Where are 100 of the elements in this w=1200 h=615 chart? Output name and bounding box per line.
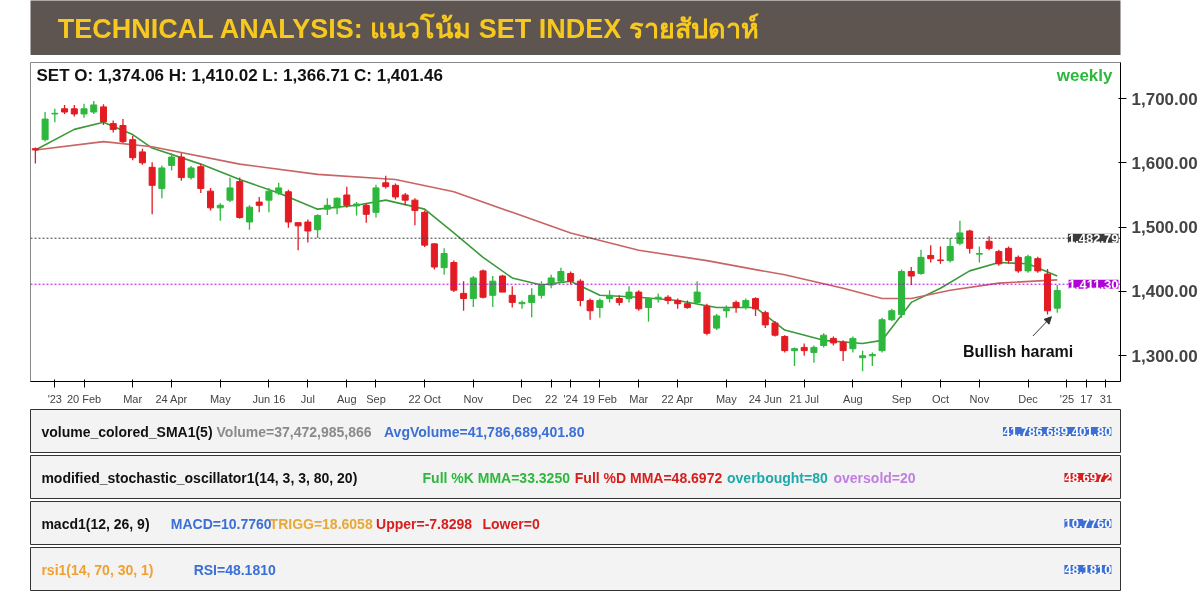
candlestick [1053,284,1061,314]
text: volume_colored_SMA1(5) [41,423,213,440]
candlestick [635,289,643,312]
candlestick [644,296,653,323]
x-tick-label: 17 [1080,392,1093,405]
x-tick-label: 22 Apr [661,392,694,405]
candlestick [956,220,964,246]
x-tick-label: Sep [366,392,386,405]
text: TRIGG=18.6058 [269,515,373,532]
candlestick [411,197,419,226]
candlestick [790,346,798,367]
candlestick [158,164,166,199]
y-tick-label: 1,300.00 [1131,346,1198,366]
candlestick [314,213,322,239]
text: Volume=37,472,985,866 [216,423,372,440]
text: overbought=80 [727,469,828,486]
x-tick-label: Dec [512,392,533,405]
x-tick-label: Aug [337,392,357,405]
candlestick [226,176,234,203]
candlestick [810,344,818,364]
candlestick [576,278,584,307]
candlestick [693,280,701,305]
text: rsi1(14, 70, 30, 1) [41,561,154,578]
y-tick-label: 1,500.00 [1131,218,1198,238]
x-tick-label: Mar [629,392,649,405]
candlestick [907,266,915,286]
candlestick [586,297,594,321]
x-tick-label: '23 [47,392,63,405]
text: 48.6972 [1064,470,1112,485]
candlestick [177,152,185,182]
chart-title: TECHNICAL ANALYSIS: แนวโน้ม SET INDEX รายสัปดาห์ [57,11,759,44]
x-tick-label: 21 Jul [789,392,819,405]
candlestick [99,103,108,126]
x-tick-label: Nov [463,392,484,405]
candlestick [119,118,127,144]
candlestick [917,249,925,276]
candlestick [343,185,351,209]
x-tick-label: 31 [1099,392,1113,405]
x-tick-label: 24 Apr [155,392,188,405]
text: 41,786,689,401.80 [1002,424,1112,439]
y-tick-label: 1,400.00 [1131,282,1198,302]
y-tick-label: 1,700.00 [1131,89,1198,109]
candlestick [440,247,448,276]
x-tick-label: Dec [1018,392,1039,405]
text: 48.1810 [1064,562,1112,577]
text: Upper=-7.8298 [376,515,473,532]
annotation: weekly [1055,65,1114,85]
candlestick [1024,254,1032,274]
x-tick-label: 22 [545,392,558,405]
candlestick [518,299,526,310]
x-tick-label: Jun 16 [252,392,286,405]
text: RSI=48.1810 [193,561,276,578]
text: oversold=20 [833,469,916,486]
candlestick [596,297,604,319]
candlestick [528,287,536,318]
candlestick [489,275,497,308]
text: Full %K MMA=33.3250 [422,469,571,486]
x-tick-label: May [209,392,232,405]
annotation: Bullish harami [962,342,1074,360]
x-tick-label: 19 Feb [582,392,617,405]
candlestick [207,187,215,212]
candlestick [946,237,954,264]
text: AvgVolume=41,786,689,401.80 [384,423,585,440]
candlestick [294,221,302,251]
x-tick-label: '24 [563,392,578,405]
candlestick [469,275,477,308]
candlestick [508,285,516,309]
text: macd1(12, 26, 9) [41,515,150,532]
x-tick-label: May [715,392,738,405]
candlestick [752,296,760,317]
candlestick [460,280,468,312]
x-tick-label: Aug [843,392,863,405]
candlestick [430,242,438,271]
x-tick-label: Mar [123,392,143,405]
candlestick [245,204,253,231]
candlestick [839,339,847,362]
x-tick-label: '25 [1059,392,1075,405]
text: Full %D MMA=48.6972 [574,469,723,486]
y-tick-label: 1,600.00 [1131,153,1198,173]
candlestick [304,218,312,244]
candlestick [129,135,137,161]
chart-subtitle: SET O: 1,374.06 H: 1,410.02 L: 1,366.71 C: 1,401.46 [36,65,443,85]
ref-line-label: 1,482.79 [1067,230,1119,246]
text: Lower=0 [482,515,540,532]
x-tick-label: Sep [891,392,912,405]
text: MACD=10.7760 [170,515,272,532]
candlestick [197,163,205,194]
x-tick-label: 24 Jun [748,392,782,405]
x-tick-label: Nov [969,392,990,405]
x-tick-label: Jul [300,392,315,405]
candlestick [362,202,370,224]
candlestick [859,349,867,372]
candlestick [41,111,49,143]
ref-line-label: 1,411.30 [1068,276,1119,292]
candlestick [148,161,156,215]
candlestick [265,187,273,213]
x-tick-label: 22 Oct [408,392,441,405]
text: 10.7760 [1064,516,1112,531]
x-tick-label: Oct [931,392,950,405]
text: modified_stochastic_oscillator1(14, 3, 3, 80, 20) [41,469,358,486]
